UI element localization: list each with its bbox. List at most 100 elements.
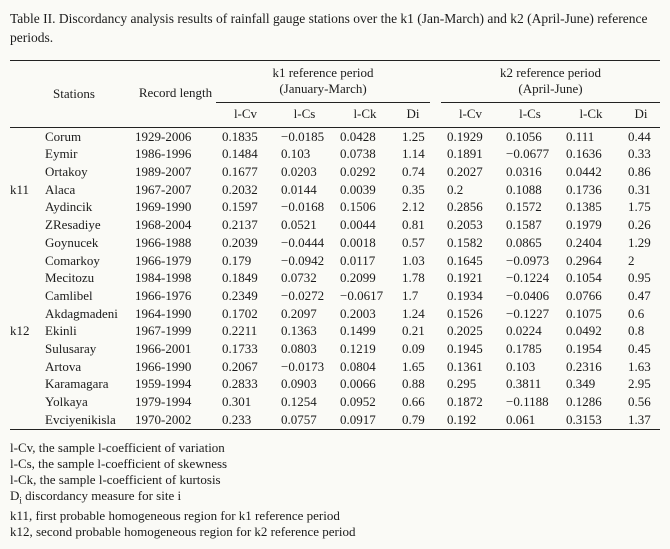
k1-lcs-value: −0.0444 (281, 234, 325, 250)
footnote-line: l-Cs, the sample l-coefficient of skewne… (10, 455, 228, 471)
k1-di-value: 0.74 (402, 164, 425, 180)
group-gap-cell (430, 375, 441, 393)
station-name: Evciyenikisla (45, 410, 135, 430)
group-gap-cell (430, 340, 441, 358)
region-label (10, 163, 45, 181)
record-length: 1929-2006 (135, 128, 192, 144)
k1-di-value: 0.66 (402, 394, 425, 410)
k2-di-value: 0.8 (628, 323, 645, 339)
record-length: 1970-2002 (135, 410, 216, 430)
table-row: Sulusaray 1966-2001 0.1733 0.0803 0.1219… (10, 340, 660, 358)
table-row: Ortakoy 1989-2007 0.1677 0.0203 0.0292 0… (10, 163, 660, 181)
k1-lcs-value: −0.0168 (281, 199, 325, 215)
region-label: k12 (10, 323, 30, 339)
station-name: Sulusaray (45, 341, 97, 357)
k2-di-value: 2.95 (628, 376, 651, 392)
group-gap-cell (430, 234, 441, 252)
region-label (10, 252, 45, 270)
k1-lcs-value: 0.103 (281, 146, 311, 162)
group-gap (430, 59, 441, 128)
k1-lcv-value: 0.301 (222, 394, 252, 410)
group-gap-cell (430, 269, 441, 287)
k1-lcs-value: 0.0903 (281, 376, 317, 392)
k2-lck-value: 0.1979 (566, 217, 602, 233)
station-name: Akdagmadeni (45, 305, 118, 321)
k1-lcv-value: 0.2137 (222, 217, 258, 233)
k1-lcv-value: 0.2032 (222, 181, 258, 197)
region-label (10, 216, 45, 234)
k2-lcv-value: 0.2 (447, 181, 464, 197)
k2-lcv-value: 0.1891 (447, 146, 483, 162)
table-caption: Table II. Discordancy analysis results o… (10, 11, 648, 46)
k2-lcs-value: 0.1572 (506, 199, 542, 215)
k2-lcv-header: l-Cv (441, 102, 500, 128)
group-gap-cell (430, 393, 441, 411)
region-column-header (10, 59, 45, 128)
k2-lck-value: 0.349 (566, 376, 596, 392)
k1-lcs-value: 0.0203 (281, 164, 317, 180)
station-name: Ortakoy (45, 164, 88, 180)
k2-lcv-value: 0.1929 (447, 128, 483, 144)
record-length: 1984-1998 (135, 270, 192, 286)
k1-lck-value: 0.0952 (340, 394, 376, 410)
k2-lck-header: l-Ck (560, 102, 622, 128)
k2-di-value: 1.75 (628, 199, 651, 215)
record-length: 1967-1999 (135, 323, 192, 339)
k1-lcs-value: 0.0732 (281, 270, 317, 286)
table-row: Yolkaya 1979-1994 0.301 0.1254 0.0952 0.… (10, 393, 660, 411)
k2-lck-value: 0.0442 (566, 164, 602, 180)
k1-lcv-value: 0.1835 (222, 128, 258, 144)
k2-di-header: Di (622, 102, 660, 128)
k1-lcv-value: 0.1733 (222, 341, 258, 357)
k1-lcs-value: 0.1254 (281, 394, 317, 410)
k1-lcs-value: −0.0185 (281, 128, 325, 144)
k1-lck-value: 0.0117 (340, 252, 376, 268)
k2-di-value: 0.86 (628, 164, 651, 180)
group-gap-cell (430, 252, 441, 270)
k2-lcs-value: 0.103 (506, 358, 536, 374)
k1-lcv-value: 0.2067 (222, 358, 258, 374)
k2-di-value: 0.26 (628, 217, 651, 233)
k2-lcv-value: 0.2856 (447, 199, 483, 215)
footnote-line: l-Cv, the sample l-coefficient of variat… (10, 439, 225, 455)
k1-lcv-value: 0.2833 (222, 376, 258, 392)
table-row: Goynucek 1966-1988 0.2039 −0.0444 0.0018… (10, 234, 660, 252)
group-gap-cell (430, 216, 441, 234)
k1-lcv-value: 0.2211 (222, 323, 258, 339)
group-gap-cell (430, 305, 441, 323)
record-length: 1989-2007 (135, 164, 192, 180)
station-name: Comarkoy (45, 252, 100, 268)
station-name: Karamagara (45, 376, 109, 392)
k2-lcv-value: 0.1921 (447, 270, 483, 286)
k1-lck-value: 0.0917 (334, 410, 396, 430)
k2-lck-value: 0.1636 (566, 146, 602, 162)
k2-lck-value: 0.2964 (566, 252, 602, 268)
table-row: k11 Alaca 1967-2007 0.2032 0.0144 0.0039… (10, 181, 660, 199)
k2-di-value: 1.37 (622, 410, 660, 430)
station-name: Camlibel (45, 287, 93, 303)
k1-di-value: 0.88 (402, 376, 425, 392)
k1-lcs-value: 0.0757 (275, 410, 334, 430)
k2-lck-value: 0.1286 (566, 394, 602, 410)
k1-period-group-header: k1 reference period (January-March) (216, 59, 430, 104)
k2-lcv-value: 0.192 (441, 410, 500, 430)
k1-lck-value: 0.2003 (340, 305, 376, 321)
footnote-line: l-Ck, the sample l-coefficient of kurtos… (10, 471, 221, 487)
region-label: k11 (10, 181, 30, 197)
group-gap-cell (430, 287, 441, 305)
k1-di-value: 0.35 (402, 181, 425, 197)
k2-lck-value: 0.1954 (566, 341, 602, 357)
k2-group-line1: k2 reference period (499, 64, 602, 80)
footnote-line: Di discordancy measure for site i (10, 487, 182, 506)
k2-lck-value: 0.2316 (566, 358, 602, 374)
station-name: Goynucek (45, 234, 99, 250)
k1-lcs-value: 0.0803 (281, 341, 317, 357)
station-name: Corum (45, 128, 82, 144)
k1-lcs-value: −0.0173 (281, 358, 325, 374)
table-row: Camlibel 1966-1976 0.2349 −0.0272 −0.061… (10, 287, 660, 305)
group-header-row: Stations Record length k1 reference peri… (10, 59, 660, 128)
discordancy-table: Stations Record length k1 reference peri… (10, 59, 660, 430)
k2-lcs-value: 0.061 (500, 410, 560, 430)
k2-lck-value: 0.1075 (566, 305, 602, 321)
k1-lck-value: 0.0044 (340, 217, 376, 233)
